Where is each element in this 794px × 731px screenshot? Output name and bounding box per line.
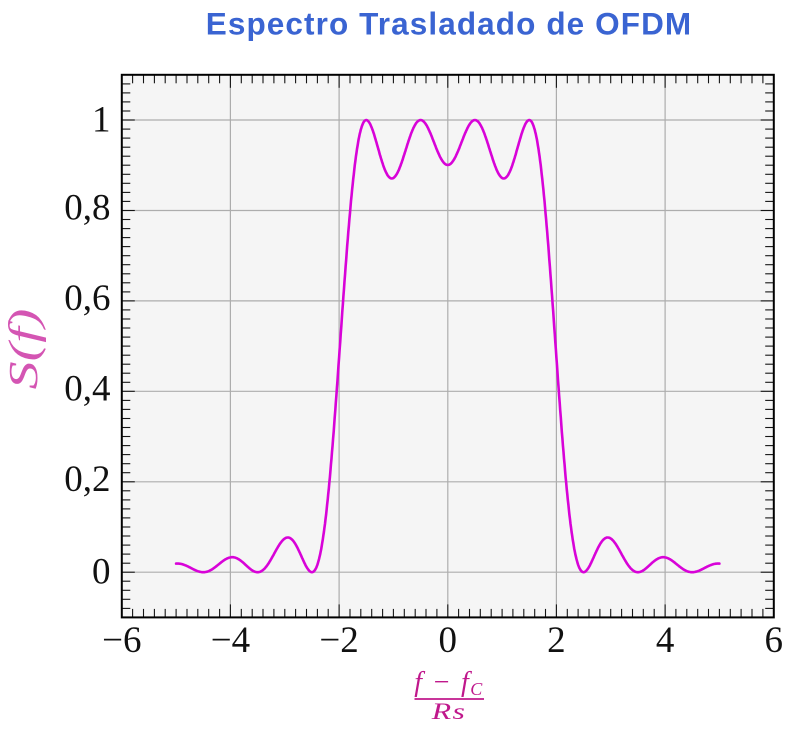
svg-text:0,6: 0,6	[64, 278, 110, 319]
svg-text:−6: −6	[102, 620, 141, 661]
svg-text:Espectro Trasladado de OFDM: Espectro Trasladado de OFDM	[206, 5, 693, 41]
svg-text:4: 4	[656, 620, 675, 661]
svg-text:0,8: 0,8	[64, 188, 110, 229]
svg-text:0: 0	[92, 552, 111, 593]
svg-text:0,2: 0,2	[64, 459, 110, 500]
svg-text:−2: −2	[319, 620, 358, 661]
svg-text:Rs: Rs	[431, 698, 467, 724]
svg-text:S(f): S(f)	[0, 309, 46, 390]
svg-text:0,4: 0,4	[64, 369, 110, 410]
svg-text:1: 1	[92, 99, 111, 140]
svg-text:−4: −4	[211, 620, 250, 661]
svg-text:0: 0	[439, 620, 458, 661]
svg-text:2: 2	[547, 620, 566, 661]
svg-text:f − fC: f − fC	[414, 667, 483, 699]
svg-text:6: 6	[764, 620, 783, 661]
